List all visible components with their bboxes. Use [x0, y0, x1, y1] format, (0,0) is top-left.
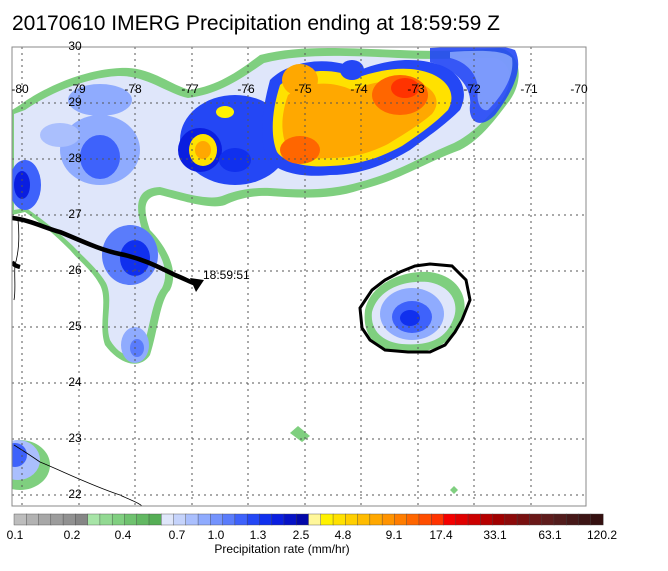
lon-label: -74: [350, 82, 368, 96]
colorbar-cell: [455, 513, 469, 526]
lon-label: -80: [11, 82, 29, 96]
colorbar-cell: [541, 513, 555, 526]
lon-label: -78: [124, 82, 142, 96]
colorbar-cell: [467, 513, 481, 526]
colorbar-cell: [565, 513, 579, 526]
colorbar-tick-label: 9.1: [386, 528, 403, 542]
colorbar-cell: [332, 513, 346, 526]
latitude-labels: 30 29 28 27 26 25 24 23 22: [68, 39, 82, 501]
colorbar-cell: [26, 513, 40, 526]
map-title: 20170610 IMERG Precipitation ending at 1…: [12, 12, 500, 35]
colorbar-tick-label: 120.2: [587, 528, 617, 542]
colorbar-title: Precipitation rate (mm/hr): [214, 542, 349, 556]
lat-label: 24: [68, 375, 82, 389]
contour-outline: [358, 262, 472, 354]
satellite-track: [12, 215, 197, 287]
colorbar-cell: [296, 513, 310, 526]
colorbar-cell: [320, 513, 334, 526]
colorbar-cell: [492, 513, 506, 526]
colorbar-tick-label: 1.3: [250, 528, 267, 542]
colorbar-cell: [271, 513, 285, 526]
colorbar-cell: [308, 513, 322, 526]
lat-label: 23: [68, 431, 82, 445]
colorbar-tick-label: 0.7: [169, 528, 186, 542]
lat-label: 27: [68, 207, 82, 221]
colorbar-cell: [38, 513, 52, 526]
colorbar-tick-label: 2.5: [293, 528, 310, 542]
colorbar-cell: [234, 513, 248, 526]
colorbar-cell: [283, 513, 297, 526]
colorbar-tick-label: 0.1: [7, 528, 24, 542]
colorbar-cell: [345, 513, 359, 526]
colorbar-cell: [369, 513, 383, 526]
colorbar-labels: 0.1 0.2 0.4 0.7 1.0 1.3 2.5 4.8 9.1 17.4…: [7, 528, 618, 542]
precipitation-field: [12, 47, 586, 506]
lat-label: 30: [68, 39, 82, 53]
colorbar-tick-label: 17.4: [429, 528, 453, 542]
colorbar-cell: [504, 513, 518, 526]
colorbar-tick-label: 1.0: [208, 528, 225, 542]
lon-label: -75: [294, 82, 312, 96]
colorbar-cell: [480, 513, 494, 526]
lat-label: 26: [68, 263, 82, 277]
colorbar-cell: [516, 513, 530, 526]
colorbar-cell: [99, 513, 113, 526]
colorbar-cell: [13, 513, 27, 526]
colorbar-cell: [394, 513, 408, 526]
lon-label: -70: [570, 82, 588, 96]
lon-label: -79: [68, 82, 86, 96]
colorbar-cell: [62, 513, 76, 526]
colorbar-tick-label: 63.1: [538, 528, 562, 542]
lon-label: -71: [520, 82, 538, 96]
track-arrow-icon: [190, 278, 204, 292]
colorbar-tick-label: 33.1: [483, 528, 507, 542]
colorbar-cell: [357, 513, 371, 526]
lon-label: -73: [407, 82, 425, 96]
colorbar-cell: [185, 513, 199, 526]
colorbar-cell: [173, 513, 187, 526]
colorbar-cell: [443, 513, 457, 526]
colorbar-cell: [148, 513, 162, 526]
colorbar-cell: [578, 513, 592, 526]
longitude-labels: -80 -79 -78 -77 -76 -75 -74 -73 -72 -71 …: [11, 82, 588, 96]
colorbar-cell: [431, 513, 444, 526]
colorbar-cell: [111, 513, 125, 526]
colorbar-tick-label: 4.8: [335, 528, 352, 542]
colorbar-cell: [197, 513, 211, 526]
colorbar-cell: [136, 513, 150, 526]
lat-label: 25: [68, 319, 82, 333]
track-time-label: 18:59:51: [203, 268, 250, 282]
colorbar-cell: [161, 513, 175, 526]
colorbar-tick-label: 0.4: [115, 528, 132, 542]
colorbar-cell: [590, 513, 604, 526]
colorbar-cell: [246, 513, 260, 526]
lat-label: 22: [68, 487, 82, 501]
lat-label: 28: [68, 151, 82, 165]
colorbar-cell: [87, 513, 101, 526]
colorbar-cell: [210, 513, 224, 526]
colorbar: [13, 513, 604, 526]
colorbar-tick-label: 0.2: [64, 528, 81, 542]
lat-label: 29: [68, 95, 82, 109]
colorbar-cell: [75, 513, 89, 526]
colorbar-cell: [418, 513, 432, 526]
colorbar-cell: [50, 513, 64, 526]
colorbar-cell: [381, 513, 395, 526]
lon-label: -72: [463, 82, 481, 96]
lon-label: -76: [237, 82, 255, 96]
colorbar-cell: [406, 513, 420, 526]
colorbar-cell: [124, 513, 138, 526]
colorbar-cell: [222, 513, 236, 526]
lon-label: -77: [181, 82, 199, 96]
colorbar-cell: [259, 513, 273, 526]
colorbar-cell: [553, 513, 567, 526]
colorbar-cell: [529, 513, 543, 526]
map-frame: [11, 46, 587, 507]
